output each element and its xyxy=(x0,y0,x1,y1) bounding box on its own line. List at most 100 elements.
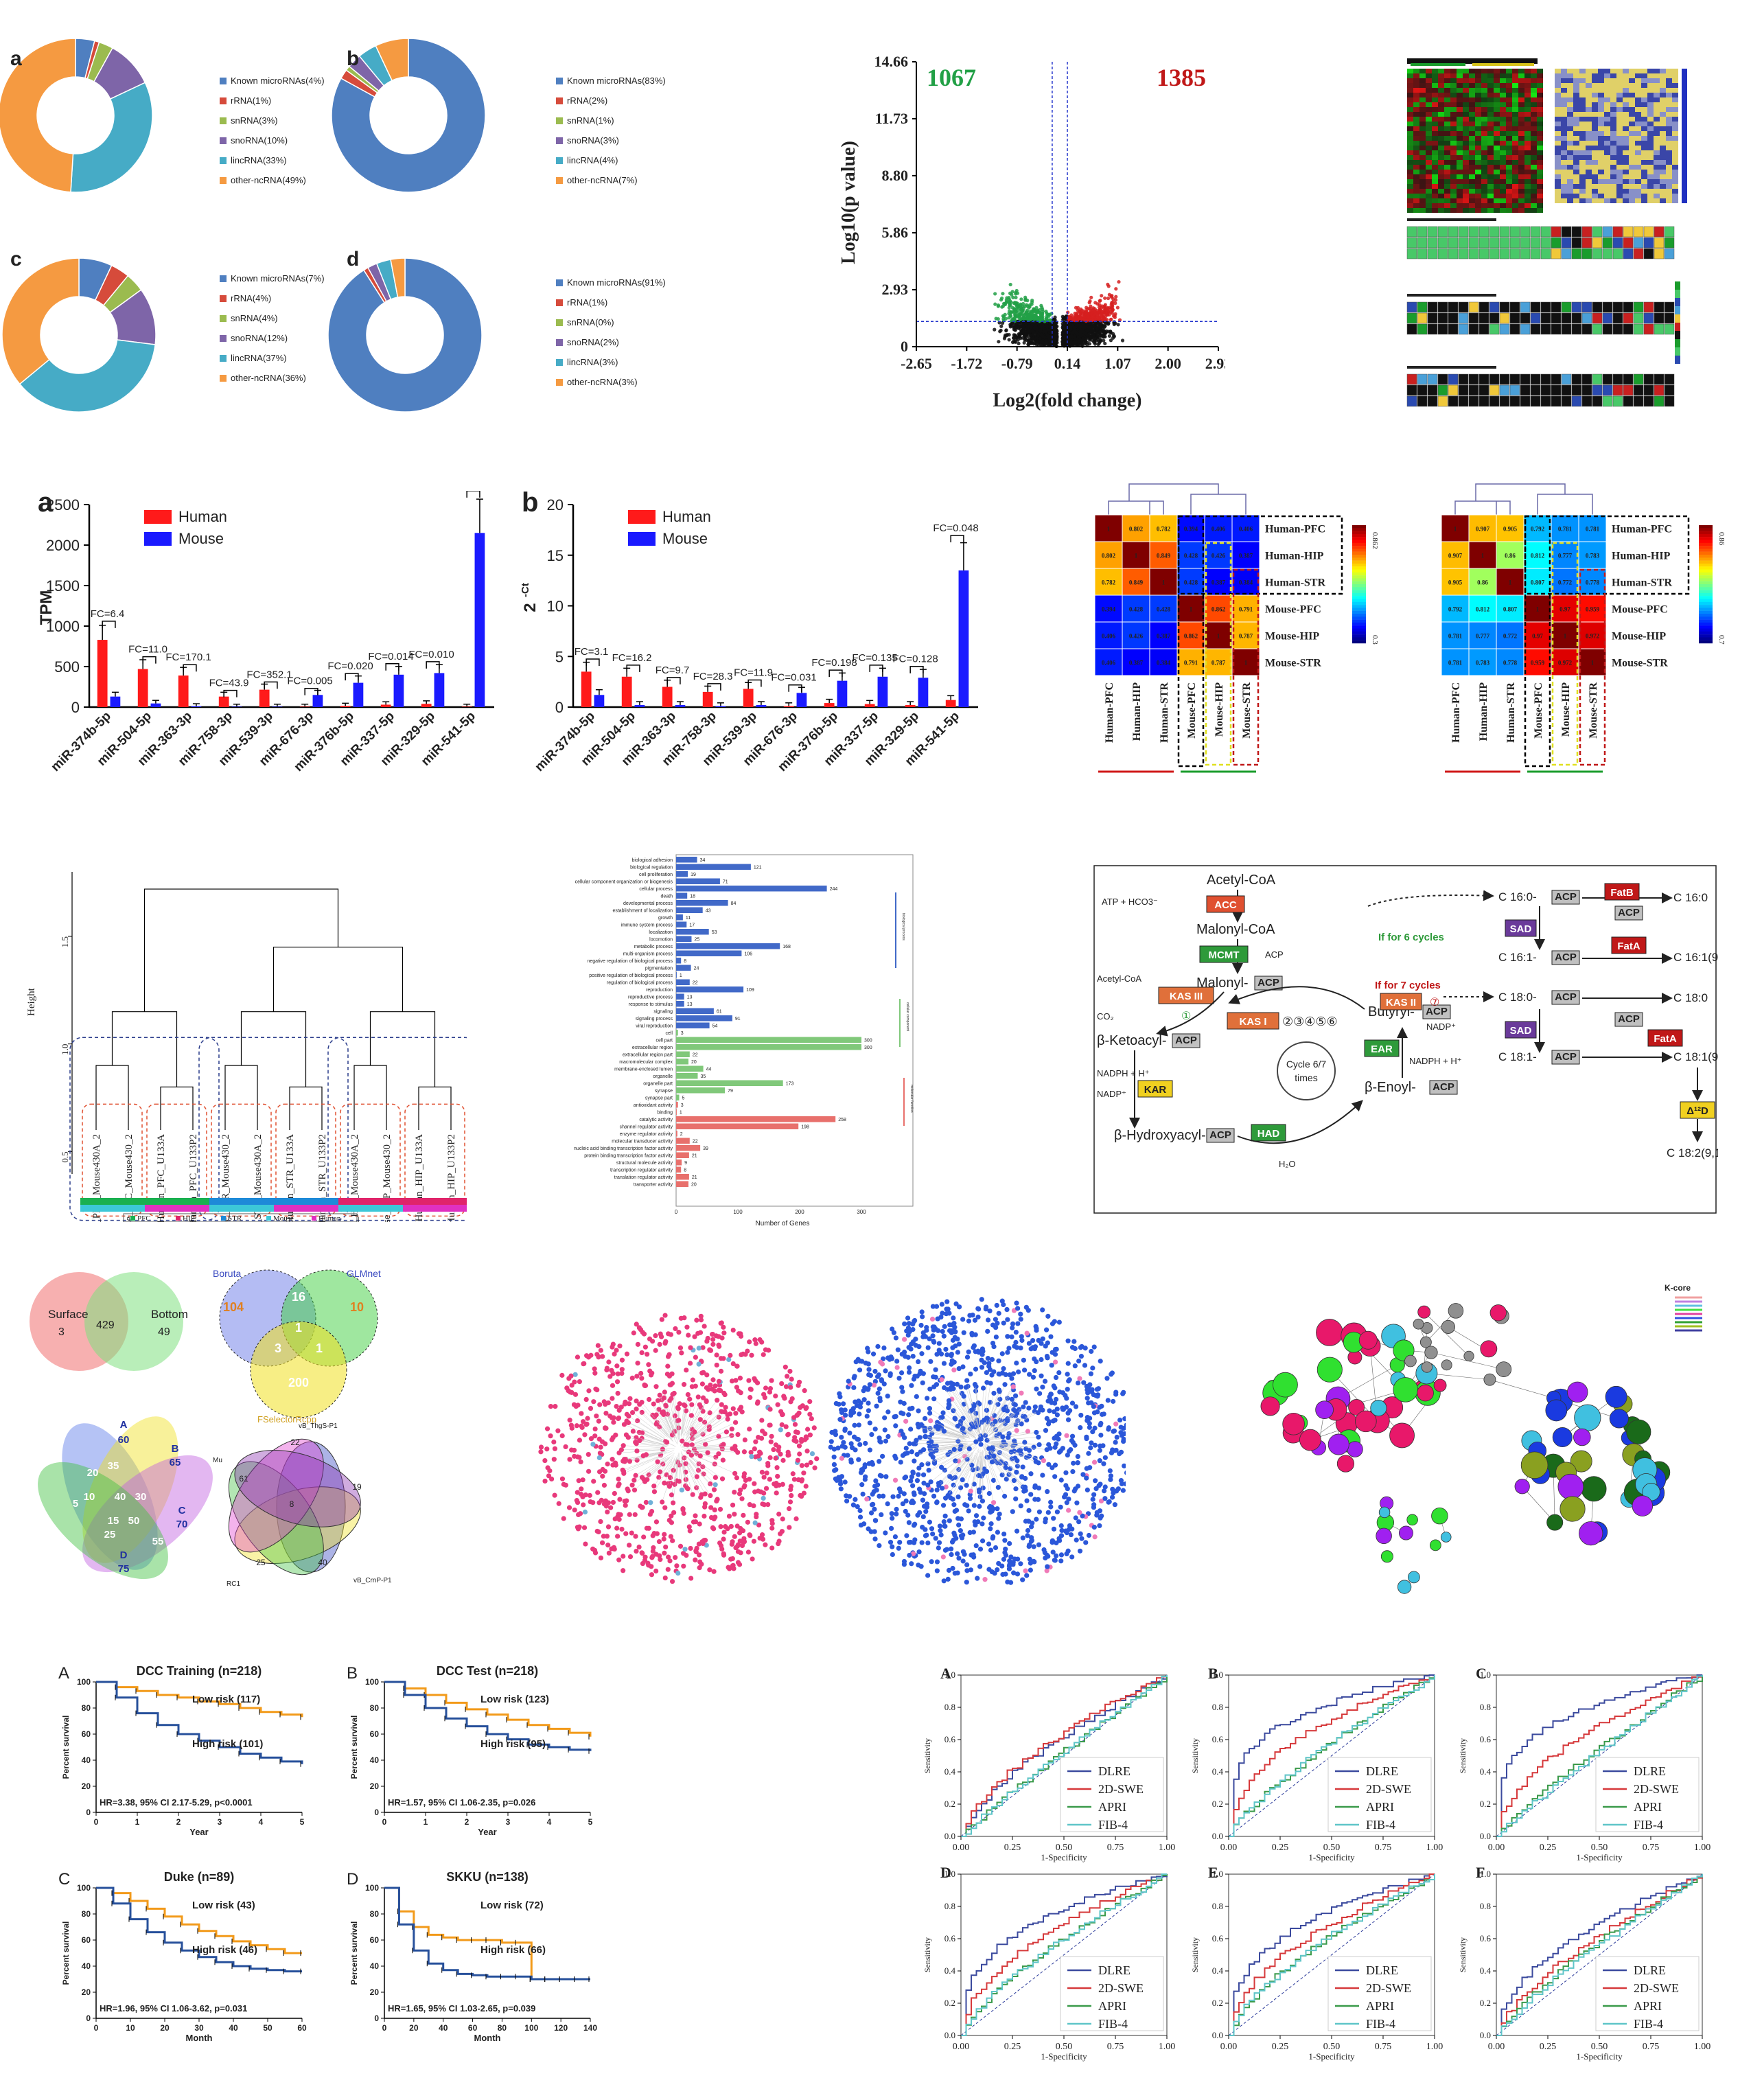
volcano-point xyxy=(1082,314,1087,318)
significance-bracket xyxy=(950,535,964,542)
heat-cell xyxy=(1561,69,1567,73)
cell-value: 0.802 xyxy=(1102,553,1116,559)
h2o-label: H₂O xyxy=(1279,1159,1296,1169)
heat-cell xyxy=(1610,126,1616,131)
heat-cell xyxy=(1531,170,1537,174)
bar xyxy=(634,705,645,707)
heat-cell xyxy=(1641,78,1647,83)
heat-cell xyxy=(1586,112,1592,117)
heat-cell xyxy=(1629,141,1635,146)
heat-cell xyxy=(1520,395,1531,407)
volcano-point xyxy=(1019,303,1023,308)
heat-cell xyxy=(1458,312,1469,324)
acp-tag-label: ACP xyxy=(1433,1081,1454,1093)
heat-cell xyxy=(1586,170,1592,174)
heat-cell xyxy=(1413,198,1419,203)
heat-cell xyxy=(1468,395,1479,407)
heat-cell xyxy=(1623,97,1629,102)
heat-cell xyxy=(1635,184,1641,189)
heat-cell xyxy=(1524,189,1531,194)
go-value: 34 xyxy=(700,858,706,863)
bar xyxy=(945,700,956,707)
cell-value: 1 xyxy=(1162,579,1166,586)
volcano-point xyxy=(1047,313,1052,317)
arrow xyxy=(1367,890,1494,907)
color-scale xyxy=(1352,569,1366,573)
heat-cell xyxy=(1512,122,1518,126)
heat-cell xyxy=(1567,174,1573,179)
heat-cell xyxy=(1623,174,1629,179)
bar xyxy=(918,678,929,707)
heat-cell xyxy=(1573,122,1579,126)
heat-cell xyxy=(1641,136,1647,141)
heat-cell xyxy=(1450,83,1457,88)
heat-cell xyxy=(1623,88,1629,93)
heat-cell xyxy=(1672,165,1678,170)
heat-cell xyxy=(1450,146,1457,150)
heat-cell xyxy=(1666,97,1672,102)
heat-cell xyxy=(1531,122,1537,126)
heat-cell xyxy=(1458,226,1469,238)
significance-bracket xyxy=(869,665,883,672)
c16-1-acp: C 16:1- xyxy=(1498,951,1537,964)
go-term: reproduction xyxy=(646,988,673,993)
heat-cell xyxy=(1623,69,1629,73)
heat-cell xyxy=(1604,189,1610,194)
heat-cell xyxy=(1616,112,1623,117)
heat-cell xyxy=(1524,179,1531,184)
volcano-point xyxy=(1107,312,1111,316)
heat-cell xyxy=(1438,179,1444,184)
heat-cell xyxy=(1610,93,1616,97)
heat-cell xyxy=(1500,122,1506,126)
heat-cell xyxy=(1413,117,1419,122)
heat-cell xyxy=(1231,621,1260,649)
heat-cell xyxy=(1500,78,1506,83)
heat-cell xyxy=(1581,237,1592,249)
heat-cell xyxy=(1571,373,1582,385)
volcano-point xyxy=(1023,312,1027,316)
heat-cell xyxy=(1432,122,1438,126)
heat-cell xyxy=(1509,395,1520,407)
heat-cell xyxy=(1444,160,1450,165)
legend-swatch xyxy=(556,78,563,84)
heat-cell xyxy=(1426,112,1432,117)
significance-bracket xyxy=(304,687,318,695)
heat-cell xyxy=(1506,88,1512,93)
cell-value: 0.394 xyxy=(1102,606,1116,613)
heat-cell xyxy=(1426,141,1432,146)
heat-cell xyxy=(1567,146,1573,150)
go-value: 300 xyxy=(864,1039,872,1043)
down-count: 1067 xyxy=(927,64,976,91)
heat-cell xyxy=(1592,198,1598,203)
go-term: immune system process xyxy=(621,923,673,928)
heat-cell xyxy=(1500,198,1506,203)
volcano-point xyxy=(1077,338,1082,343)
volcano-point xyxy=(1012,307,1017,311)
heat-cell xyxy=(1537,150,1543,155)
heat-cell xyxy=(1660,160,1666,165)
heat-cell xyxy=(1518,131,1524,136)
heat-cell xyxy=(1487,141,1494,146)
volcano-point xyxy=(1038,308,1042,312)
heat-cell xyxy=(1561,88,1567,93)
heat-cell xyxy=(1487,69,1494,73)
heat-cell xyxy=(1432,189,1438,194)
heat-cell xyxy=(1489,226,1500,238)
heat-cell xyxy=(1487,179,1494,184)
cell-value: 0.406 xyxy=(1239,526,1253,533)
heat-cell xyxy=(1641,117,1647,122)
heat-cell xyxy=(1660,189,1666,194)
heat-cell xyxy=(1660,184,1666,189)
heat-cell xyxy=(1518,97,1524,102)
heat-cell xyxy=(1654,323,1665,335)
acp-tag-label: ACP xyxy=(1209,1129,1231,1141)
heat-cell xyxy=(1633,301,1644,313)
heat-cell xyxy=(1487,203,1494,208)
heat-cell xyxy=(1629,83,1635,88)
fold-change-label: FC=0.010 xyxy=(408,649,454,660)
heat-cell xyxy=(1500,184,1506,189)
significance-bracket xyxy=(626,665,640,672)
heat-cell xyxy=(1672,174,1678,179)
heat-cell xyxy=(1487,208,1494,213)
